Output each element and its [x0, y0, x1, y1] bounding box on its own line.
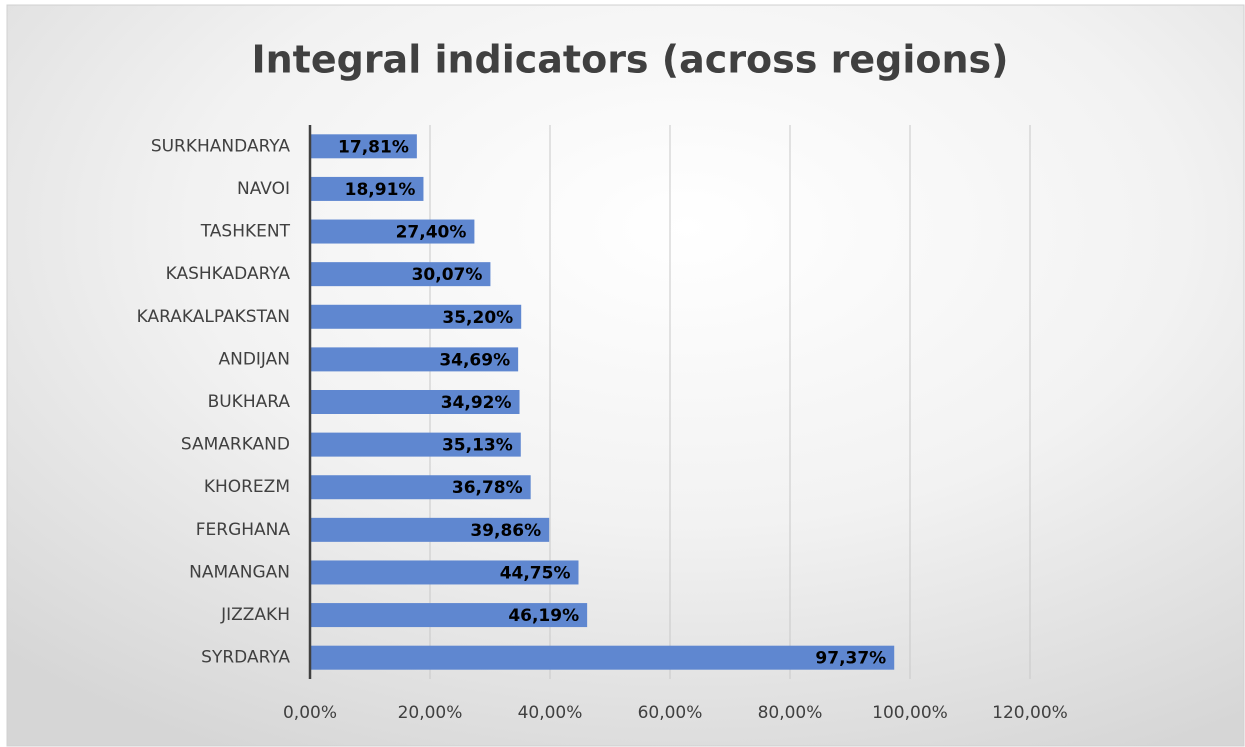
y-tick-label: KARAKALPAKSTAN [137, 307, 290, 327]
chart-title: Integral indicators (across regions) [251, 38, 1008, 82]
y-tick-label: NAMANGAN [189, 562, 290, 582]
x-tick-label: 20,00% [398, 703, 463, 723]
y-tick-label: JIZZAKH [220, 605, 290, 625]
value-label: 97,37% [815, 649, 886, 669]
bar [310, 347, 519, 372]
bar [310, 219, 475, 244]
bar [310, 262, 491, 287]
bar [310, 134, 417, 159]
y-tick-label: NAVOI [237, 179, 290, 199]
value-label: 27,40% [396, 223, 467, 243]
value-label: 34,69% [439, 350, 510, 370]
value-label: 18,91% [345, 180, 416, 200]
chart-background [6, 4, 1245, 747]
y-tick-label: SAMARKAND [181, 435, 290, 455]
value-label: 39,86% [470, 521, 541, 541]
bar [310, 560, 579, 585]
bar [310, 517, 550, 542]
value-label: 36,78% [452, 478, 523, 498]
x-tick-label: 0,00% [283, 703, 337, 723]
x-tick-label: 100,00% [872, 703, 948, 723]
value-label: 46,19% [508, 606, 579, 626]
y-tick-label: KASHKADARYA [166, 264, 291, 284]
bar [310, 475, 531, 500]
y-tick-label: KHOREZM [204, 477, 290, 497]
y-tick-label: SURKHANDARYA [151, 136, 291, 156]
bar [310, 603, 588, 628]
x-tick-label: 40,00% [518, 703, 583, 723]
bar [310, 176, 424, 201]
value-label: 35,20% [442, 308, 513, 328]
value-label: 44,75% [500, 563, 571, 583]
value-label: 17,81% [338, 137, 409, 157]
bar [310, 390, 520, 414]
bar [310, 432, 521, 457]
bar [310, 304, 522, 329]
x-tick-label: 80,00% [758, 703, 823, 723]
value-label: 35,13% [442, 436, 513, 456]
bar [310, 645, 895, 670]
x-tick-label: 60,00% [638, 703, 703, 723]
value-label: 30,07% [412, 265, 483, 285]
y-tick-label: ANDIJAN [218, 349, 290, 369]
value-label: 34,92% [441, 393, 512, 413]
y-tick-label: TASHKENT [200, 222, 291, 242]
x-tick-label: 120,00% [992, 703, 1068, 723]
y-tick-label: BUKHARA [208, 392, 291, 412]
y-tick-label: FERGHANA [196, 520, 291, 540]
y-tick-label: SYRDARYA [201, 648, 290, 668]
